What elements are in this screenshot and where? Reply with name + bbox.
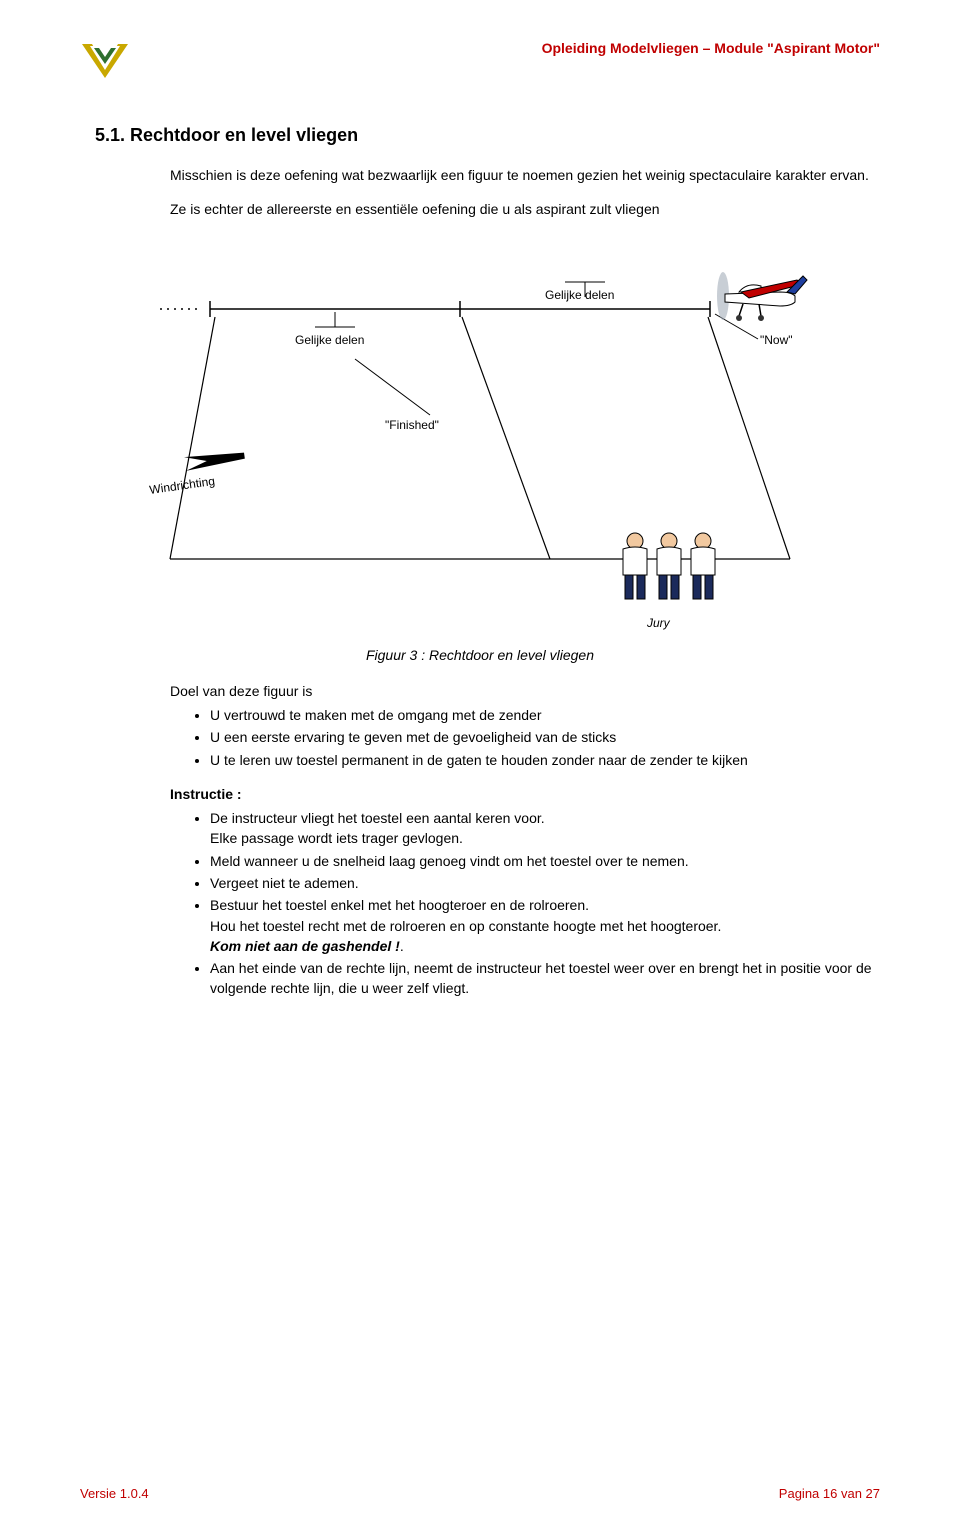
intro-paragraph-1: Misschien is deze oefening wat bezwaarli… xyxy=(170,166,880,186)
doel-list: U vertrouwd te maken met de omgang met d… xyxy=(210,705,880,770)
list-item: De instructeur vliegt het toestel een aa… xyxy=(210,808,880,849)
footer-page: Pagina 16 van 27 xyxy=(779,1486,880,1501)
list-item: Bestuur het toestel enkel met het hoogte… xyxy=(210,895,880,956)
list-item: Aan het einde van de rechte lijn, neemt … xyxy=(210,958,880,999)
logo xyxy=(80,40,130,85)
list-item: U een eerste ervaring te geven met de ge… xyxy=(210,727,880,747)
list-item: Vergeet niet te ademen. xyxy=(210,873,880,893)
label-now: "Now" xyxy=(760,333,793,347)
airplane-icon xyxy=(717,272,807,321)
figure-diagram: Gelijke delen Gelijke delen "Now" "Finis… xyxy=(80,249,880,663)
section-title-text: Rechtdoor en level vliegen xyxy=(130,125,358,145)
instructie-heading: Instructie : xyxy=(170,786,880,802)
footer-version: Versie 1.0.4 xyxy=(80,1486,149,1501)
instructie-list: De instructeur vliegt het toestel een aa… xyxy=(210,808,880,999)
label-jury: Jury xyxy=(646,616,671,630)
label-gelijke-2: Gelijke delen xyxy=(545,288,614,302)
figure-caption: Figuur 3 : Rechtdoor en level vliegen xyxy=(80,647,880,663)
jury-group xyxy=(623,533,715,599)
module-title: Opleiding Modelvliegen – Module "Aspiran… xyxy=(542,40,880,56)
section-heading: 5.1. Rechtdoor en level vliegen xyxy=(95,125,880,146)
list-item: U te leren uw toestel permanent in de ga… xyxy=(210,750,880,770)
list-item: U vertrouwd te maken met de omgang met d… xyxy=(210,705,880,725)
doel-lead: Doel van deze figuur is xyxy=(170,683,880,699)
intro-paragraph-2: Ze is echter de allereerste en essentiël… xyxy=(170,200,880,220)
label-finished: "Finished" xyxy=(385,418,439,432)
label-gelijke-1: Gelijke delen xyxy=(295,333,364,347)
list-item: Meld wanneer u de snelheid laag genoeg v… xyxy=(210,851,880,871)
section-number: 5.1. xyxy=(95,125,125,145)
